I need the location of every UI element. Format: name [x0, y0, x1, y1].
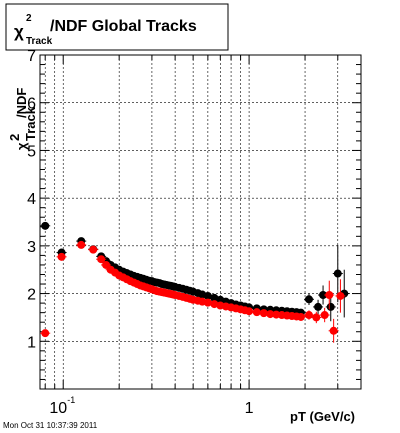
title-chi-symbol: χ: [14, 22, 24, 41]
title-superscript: 2: [26, 13, 32, 24]
grid: [40, 55, 362, 389]
data-point: [296, 312, 305, 321]
series-1: [40, 240, 346, 343]
x-tick-label: 1: [245, 400, 254, 417]
data-point: [77, 240, 86, 249]
data-point: [245, 307, 254, 316]
y-tick-label: 6: [27, 96, 36, 113]
data-point: [333, 269, 342, 278]
plot-frame: [39, 54, 362, 390]
data-series: [40, 221, 350, 343]
data-point: [203, 298, 212, 307]
data-point: [210, 300, 219, 309]
data-point: [41, 329, 50, 338]
data-point: [252, 308, 261, 317]
x-tick-label: 10: [49, 400, 67, 417]
ylabel-chi: χ: [14, 142, 29, 150]
y-tick-label: 5: [27, 143, 36, 160]
ylabel-sub: Track: [23, 106, 38, 141]
y-tick-label: 2: [27, 287, 36, 304]
data-point: [320, 311, 329, 320]
x-tick-label-exponent: -1: [67, 395, 75, 405]
title-box: χ 2 Track /NDF Global Tracks: [5, 3, 229, 51]
y-tick-label: 1: [27, 334, 36, 351]
data-point: [259, 309, 268, 318]
ylabel-sup: 2: [7, 134, 22, 141]
data-point: [326, 302, 335, 311]
data-point: [266, 310, 275, 319]
title-text: /NDF Global Tracks: [50, 18, 197, 35]
y-tick-label: 4: [27, 191, 36, 208]
title-frame: [5, 3, 229, 51]
data-point: [329, 326, 338, 335]
data-point: [336, 291, 345, 300]
y-tick-label: 3: [27, 239, 36, 256]
timestamp-footer: Mon Oct 31 10:37:39 2011: [3, 421, 98, 430]
x-tick-labels: 10 -1 1: [49, 395, 253, 417]
data-point: [304, 295, 313, 304]
y-tick-labels: 1 2 3 4 5 6 7: [27, 48, 36, 351]
data-point: [312, 313, 321, 322]
x-axis-title: pT (GeV/c): [290, 409, 355, 424]
axis-ticks: [40, 54, 362, 390]
data-point: [89, 245, 98, 254]
y-axis-title: χ 2 Track /NDF: [7, 88, 38, 150]
y-tick-label: 7: [27, 48, 36, 65]
title-subscript: Track: [26, 36, 53, 47]
data-point: [319, 291, 328, 300]
data-point: [57, 252, 66, 261]
ylabel-ndf: /NDF: [14, 88, 29, 118]
data-point: [314, 302, 323, 311]
data-point: [325, 291, 334, 300]
data-point: [97, 255, 106, 264]
data-point: [41, 221, 50, 230]
series-0: [40, 221, 350, 322]
data-point: [304, 311, 313, 320]
